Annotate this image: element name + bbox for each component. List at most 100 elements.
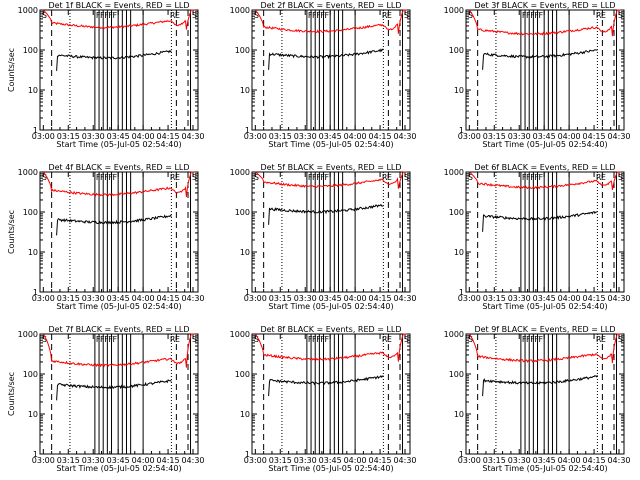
- flag-label: E: [387, 11, 392, 20]
- flag-label: F: [113, 335, 118, 344]
- x-tick-label: 03:15: [483, 456, 506, 465]
- x-tick-label: 03:00: [32, 456, 55, 465]
- x-tick-label: 04:30: [181, 132, 204, 141]
- y-tick-label: 10: [454, 86, 464, 95]
- flag-label: S: [404, 173, 409, 182]
- x-tick-label: 04:30: [393, 132, 416, 141]
- plot-frame: [39, 9, 199, 131]
- flag-label: S: [618, 335, 623, 344]
- flag-label: F: [113, 173, 118, 182]
- flag-label: F: [308, 335, 313, 344]
- lld-series-line: [254, 171, 407, 189]
- flag-label: F: [308, 173, 313, 182]
- panel-3: Det 3f BLACK = Events, RED = LLD 1 10 100 10…: [444, 1, 631, 149]
- flag-label: E: [387, 335, 392, 344]
- flag-label: S: [254, 11, 259, 20]
- flag-label: F: [530, 173, 535, 182]
- events-series-line: [56, 49, 172, 71]
- y-tick-label: 1: [245, 288, 250, 297]
- flag-label: F: [534, 173, 539, 182]
- flag-label: F: [325, 11, 330, 20]
- y-tick-label: 10: [240, 248, 250, 257]
- flag-label: F: [530, 11, 535, 20]
- panel-9: Det 9f BLACK = Events, RED = LLD 1 10 100 10…: [444, 325, 631, 473]
- y-tick-label: 1: [245, 450, 250, 459]
- flag-label: F: [325, 335, 330, 344]
- x-tick-label: 04:30: [607, 294, 630, 303]
- x-tick-label: 03:00: [244, 132, 267, 141]
- flag-label: F: [316, 335, 321, 344]
- y-tick-label: 1: [33, 288, 38, 297]
- x-tick-label: 03:00: [32, 294, 55, 303]
- x-tick-label: 03:45: [319, 294, 342, 303]
- y-tick-label: 1000: [230, 330, 250, 339]
- y-tick-label: 1000: [18, 330, 38, 339]
- flag-label: F: [100, 335, 105, 344]
- x-tick-label: 04:15: [157, 456, 180, 465]
- lld-series-line: [468, 9, 621, 37]
- flag-label: F: [522, 11, 527, 20]
- flag-label: F: [526, 11, 531, 20]
- y-tick-label: 1000: [18, 6, 38, 15]
- x-tick-label: 03:30: [508, 456, 531, 465]
- x-tick-label: 03:15: [483, 294, 506, 303]
- events-series-line: [56, 214, 172, 236]
- plot-frame: [465, 9, 625, 131]
- flag-label: F: [108, 173, 113, 182]
- x-tick-label: 04:30: [607, 132, 630, 141]
- lld-series-line: [42, 333, 195, 368]
- x-tick-label: 03:30: [294, 456, 317, 465]
- x-tick-label: 04:15: [583, 294, 606, 303]
- flag-label: F: [539, 11, 544, 20]
- y-axis-label: Counts/sec: [7, 48, 16, 92]
- x-tick-label: 04:00: [132, 456, 155, 465]
- x-axis-label: Start Time (05-Jul-05 02:54:40): [56, 464, 181, 473]
- flag-label: S: [404, 335, 409, 344]
- x-tick-label: 03:00: [244, 294, 267, 303]
- flag-label: F: [526, 173, 531, 182]
- y-tick-label: 100: [23, 370, 38, 379]
- x-tick-label: 03:00: [244, 456, 267, 465]
- lld-series-line: [254, 9, 407, 34]
- flag-label: F: [316, 173, 321, 182]
- flag-label: F: [320, 173, 325, 182]
- flag-label: S: [192, 335, 197, 344]
- plot-frame: [39, 171, 199, 293]
- y-tick-label: 100: [235, 46, 250, 55]
- flag-label: E: [175, 11, 180, 20]
- flag-label: S: [404, 11, 409, 20]
- x-tick-label: 04:00: [344, 456, 367, 465]
- y-tick-label: 100: [449, 208, 464, 217]
- flag-label: E: [175, 173, 180, 182]
- x-tick-label: 03:45: [107, 132, 130, 141]
- flag-label: F: [308, 11, 313, 20]
- panel-title: Det 2f BLACK = Events, RED = LLD: [260, 1, 401, 10]
- events-series-line: [482, 210, 598, 232]
- y-tick-label: 10: [240, 86, 250, 95]
- flag-label: R: [170, 11, 176, 20]
- x-tick-label: 04:00: [558, 294, 581, 303]
- panel-6: Det 6f BLACK = Events, RED = LLD 1 10 100 10…: [444, 163, 631, 311]
- flag-label: S: [42, 11, 47, 20]
- flag-label: R: [382, 11, 388, 20]
- panel-2: Det 2f BLACK = Events, RED = LLD 1 10 100 10…: [230, 1, 417, 149]
- plot-frame: [39, 333, 199, 455]
- lld-series-line: [468, 333, 621, 364]
- y-axis-label: Counts/sec: [7, 372, 16, 416]
- flag-label: F: [325, 173, 330, 182]
- x-tick-label: 03:15: [269, 294, 292, 303]
- x-tick-label: 04:00: [132, 132, 155, 141]
- x-tick-label: 04:15: [157, 132, 180, 141]
- lld-series-line: [42, 171, 195, 197]
- panel-title: Det 7f BLACK = Events, RED = LLD: [48, 325, 189, 334]
- x-tick-label: 03:30: [294, 294, 317, 303]
- panel-title: Det 5f BLACK = Events, RED = LLD: [260, 163, 401, 172]
- y-tick-label: 100: [449, 370, 464, 379]
- x-tick-label: 03:00: [458, 456, 481, 465]
- x-tick-label: 04:15: [157, 294, 180, 303]
- panel-4: Det 4f BLACK = Events, RED = LLD 1 10 100 10…: [7, 163, 205, 311]
- x-axis-label: Start Time (05-Jul-05 02:54:40): [56, 302, 181, 311]
- y-tick-label: 1000: [444, 6, 464, 15]
- y-tick-label: 1: [33, 450, 38, 459]
